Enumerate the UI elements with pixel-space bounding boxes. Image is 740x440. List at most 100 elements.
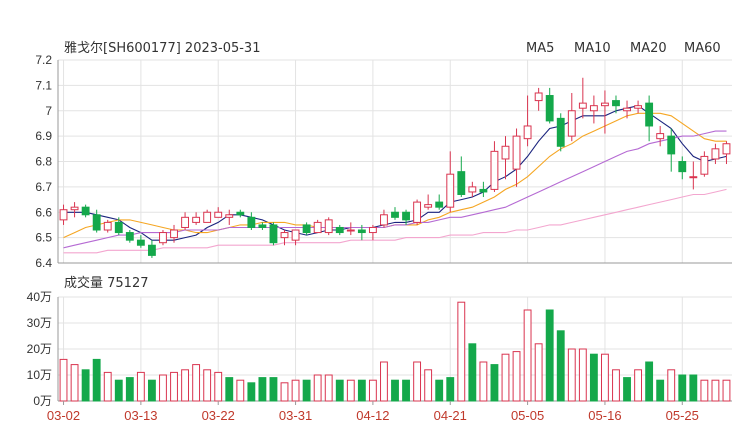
volume-bar (125, 377, 134, 402)
candle-body-down (236, 211, 245, 216)
candle (534, 87, 543, 111)
candle (313, 219, 322, 234)
candle-body-down (258, 224, 267, 228)
candle (689, 161, 698, 190)
volume-bar (391, 379, 399, 402)
candle-body-up (634, 105, 643, 109)
candle-body-down (269, 224, 278, 244)
volume-bar (435, 379, 444, 402)
price-tick-label: 6.7 (35, 180, 52, 194)
price-tick-label: 6.4 (35, 256, 52, 270)
volume-tick-label: 20万 (27, 342, 52, 356)
candle-body-down (479, 188, 488, 193)
candle (147, 240, 156, 258)
candle (490, 141, 499, 192)
candle (236, 209, 245, 218)
candle (634, 100, 643, 114)
volume-bar (424, 369, 433, 402)
candle (70, 202, 79, 218)
volume-bar (689, 374, 698, 402)
candle (667, 128, 676, 172)
candle (192, 212, 201, 225)
date-axis: 03-02 03-13 03-22 03-31 04-12 04-21 05-05 05-16… (47, 401, 699, 423)
candle-body-down (81, 206, 90, 216)
volume-bar (324, 374, 333, 402)
candle (446, 151, 455, 213)
candle (645, 95, 654, 142)
candle (556, 113, 565, 152)
candle-body-up (225, 214, 234, 218)
volume-bar (501, 353, 510, 402)
volume-bar (258, 377, 267, 402)
candle (103, 219, 112, 233)
candle (457, 156, 466, 198)
volume-bar (612, 369, 620, 402)
candle (368, 224, 377, 241)
candle (589, 95, 598, 124)
candle-body-down (391, 211, 399, 218)
volume-bar (357, 379, 366, 402)
candle-body-up (70, 206, 79, 211)
volume-bar (634, 369, 643, 402)
price-tick-label: 6.5 (35, 231, 52, 245)
candle (324, 217, 333, 236)
volume-bar (335, 379, 344, 402)
candle (280, 230, 289, 246)
candle-body-up (523, 125, 532, 140)
candle (523, 95, 532, 147)
date-tick-label: 04-12 (356, 408, 389, 423)
candle (269, 222, 278, 246)
candle-body-down (435, 201, 444, 208)
volume-tick-label: 0万 (33, 394, 52, 408)
candle (711, 143, 720, 165)
candle-body-down (92, 214, 101, 231)
candle (181, 212, 189, 231)
legend-ma5: MA5 (526, 41, 554, 56)
volume-bar (380, 361, 388, 402)
candle (159, 230, 167, 246)
candle-body-up (578, 102, 587, 109)
volume-bar (280, 382, 289, 402)
volume-bar (181, 369, 189, 402)
candle (291, 229, 300, 246)
candle (302, 222, 311, 236)
candle-body-down (335, 226, 344, 234)
candle (214, 207, 223, 218)
date-tick-label: 03-02 (47, 408, 80, 423)
candle (612, 95, 620, 114)
date-tick-label: 05-16 (588, 408, 621, 423)
candle-body-down (357, 229, 366, 234)
volume-bar (170, 371, 178, 402)
candle-body-up (291, 229, 300, 241)
candle-body-down (302, 224, 311, 234)
candle (59, 204, 68, 225)
candle (335, 224, 344, 236)
candle (391, 207, 399, 220)
candle (114, 217, 123, 236)
candle-body-up (711, 148, 720, 160)
volume-bar (236, 379, 245, 402)
candle (501, 136, 510, 180)
volume-bar (92, 358, 101, 402)
volume-bar (302, 379, 311, 402)
volume-bar (645, 361, 654, 402)
volume-bar (247, 382, 256, 402)
volume-bars (59, 301, 731, 402)
candle (92, 209, 101, 233)
volume-bar (81, 369, 90, 402)
candle (170, 224, 178, 243)
candle-body-up (623, 107, 631, 112)
candle-body-down (125, 232, 134, 241)
volume-bar (346, 379, 355, 402)
candle-body-down (545, 95, 554, 122)
candle-body-up (170, 229, 178, 239)
volume-bar (656, 379, 665, 402)
price-tick-label: 6.9 (35, 129, 52, 143)
candle-body-up (368, 226, 377, 234)
candle-body-up (413, 201, 422, 223)
candle-body-up (424, 204, 433, 208)
volume-bar (678, 374, 687, 402)
candle (678, 156, 687, 180)
candle-body-up (280, 232, 289, 239)
